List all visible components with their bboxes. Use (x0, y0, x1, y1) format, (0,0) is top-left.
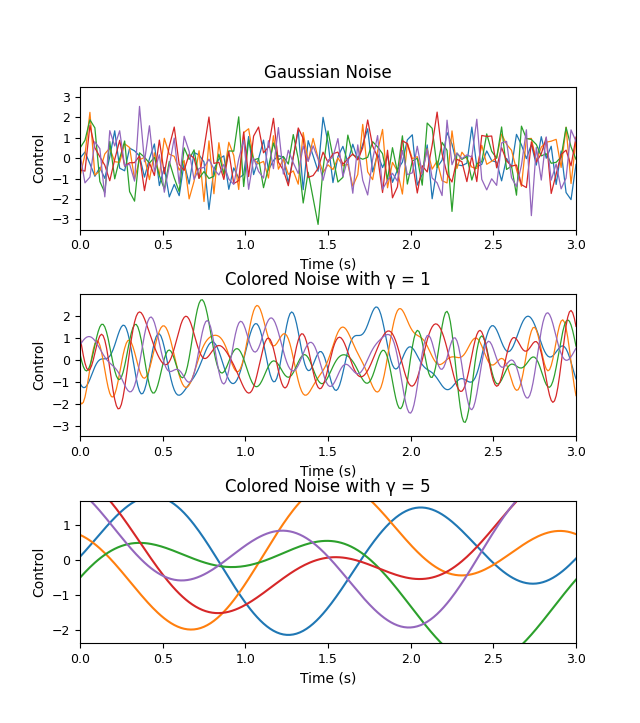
X-axis label: Time (s): Time (s) (300, 465, 356, 479)
Title: Colored Noise with γ = 1: Colored Noise with γ = 1 (225, 271, 431, 289)
Title: Colored Noise with γ = 5: Colored Noise with γ = 5 (225, 479, 431, 497)
Y-axis label: Control: Control (33, 547, 46, 597)
Y-axis label: Control: Control (33, 133, 46, 184)
X-axis label: Time (s): Time (s) (300, 258, 356, 272)
X-axis label: Time (s): Time (s) (300, 672, 356, 685)
Y-axis label: Control: Control (33, 340, 46, 390)
Title: Gaussian Noise: Gaussian Noise (264, 64, 392, 82)
